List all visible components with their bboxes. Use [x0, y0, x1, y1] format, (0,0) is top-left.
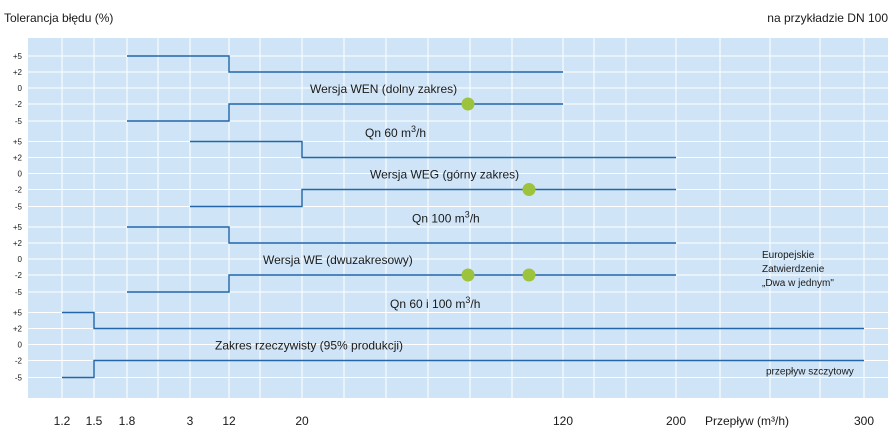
qn-marker	[522, 183, 536, 196]
x-tick-label: 20	[295, 414, 309, 428]
y-tick-label: -5	[15, 288, 23, 297]
y-tick-label: -2	[15, 100, 23, 109]
upper-tolerance-line	[127, 55, 563, 73]
y-axis-ticks: +5 +2 0 -2 -5 +5 +2 0 -2 -5 +5 +2 0 -2 -5 +5 +2 0 -2 -5	[13, 52, 23, 383]
lower-tolerance-line	[127, 274, 676, 293]
upper-tolerance-line	[127, 226, 676, 244]
qn-marker	[522, 268, 536, 282]
y-tick-label: -2	[15, 271, 23, 280]
lower-tolerance-line	[190, 188, 676, 208]
x-axis-label: Przepływ (m³/h)	[705, 414, 789, 428]
x-tick-label: 1.8	[119, 414, 136, 428]
y-tick-label: -2	[15, 186, 23, 195]
y-tick-label: +5	[13, 138, 23, 147]
band-title: Wersja WEG (górny zakres)	[370, 168, 519, 182]
y-tick-label: +2	[13, 68, 23, 77]
x-tick-label: 120	[553, 414, 573, 428]
y-tick-label: +2	[13, 154, 23, 163]
y-tick-label: 0	[18, 170, 23, 179]
side-note: Europejskie	[762, 250, 815, 261]
x-tick-label: 1.2	[54, 414, 71, 428]
lower-tolerance-line	[62, 359, 864, 379]
band-2: Wersja WEG (górny zakres) Qn 100 m3/h	[190, 140, 676, 226]
x-tick-label: 12	[222, 414, 236, 428]
y-tick-label: +5	[13, 309, 23, 318]
y-tick-label: +2	[13, 239, 23, 248]
band-4: Zakres rzeczywisty (95% produkcji) przepł…	[62, 311, 864, 379]
x-tick-label: 300	[854, 414, 874, 428]
y-tick-label: -5	[15, 203, 23, 212]
lower-tolerance-line	[127, 103, 563, 122]
upper-tolerance-line	[62, 311, 864, 330]
band-caption: Qn 60 m3/h	[365, 124, 426, 140]
qn-marker	[461, 268, 475, 282]
qn-marker	[461, 97, 475, 111]
band-title: Zakres rzeczywisty (95% produkcji)	[215, 339, 403, 353]
x-tick-label: 1.5	[86, 414, 103, 428]
chart-title: Tolerancja błędu (%)	[4, 11, 113, 25]
y-tick-label: -5	[15, 117, 23, 126]
y-tick-label: 0	[18, 84, 23, 93]
x-tick-label: 3	[187, 414, 194, 428]
side-note: „Dwa w jednym"	[762, 278, 834, 289]
y-tick-label: 0	[18, 341, 23, 350]
y-tick-label: -2	[15, 357, 23, 366]
upper-tolerance-line	[190, 140, 676, 159]
y-tick-label: +5	[13, 52, 23, 61]
side-note: Zatwierdzenie	[762, 264, 825, 275]
band-caption: Qn 60 i 100 m3/h	[390, 295, 480, 311]
band-title: Wersja WEN (dolny zakres)	[310, 82, 457, 96]
y-tick-label: +5	[13, 223, 23, 232]
y-tick-label: 0	[18, 255, 23, 264]
chart-subtitle: na przykładzie DN 100	[767, 11, 888, 25]
plot-background	[28, 38, 888, 398]
side-note: przepływ szczytowy	[766, 367, 854, 378]
band-1: Wersja WEN (dolny zakres) Qn 60 m3/h	[127, 55, 563, 140]
band-3: Wersja WE (dwuzakresowy) Qn 60 i 100 m3/h…	[127, 226, 834, 311]
y-tick-label: -5	[15, 374, 23, 383]
band-title: Wersja WE (dwuzakresowy)	[263, 253, 413, 267]
y-tick-label: +2	[13, 325, 23, 334]
x-axis-ticks: 1.2 1.5 1.8 3 12 20 120 200 300	[54, 414, 875, 428]
x-tick-label: 200	[666, 414, 686, 428]
band-caption: Qn 100 m3/h	[412, 210, 480, 226]
plot-area: Wersja WEN (dolny zakres)Qn 60 m3/hWersj…	[28, 38, 888, 398]
